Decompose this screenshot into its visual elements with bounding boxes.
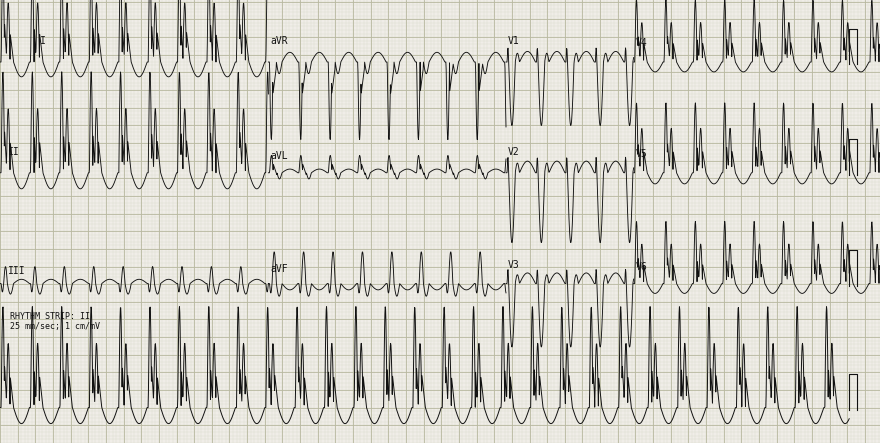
Text: V4: V4 bbox=[635, 38, 648, 48]
Text: II: II bbox=[8, 147, 19, 157]
Text: V3: V3 bbox=[508, 260, 520, 269]
Text: 25 mm/sec; 1 cm/mV: 25 mm/sec; 1 cm/mV bbox=[10, 322, 100, 331]
Text: I: I bbox=[40, 36, 46, 46]
Text: aVF: aVF bbox=[270, 264, 288, 273]
Text: aVL: aVL bbox=[270, 151, 288, 161]
Text: aVR: aVR bbox=[270, 36, 288, 46]
Text: V1: V1 bbox=[508, 36, 520, 46]
Text: V6: V6 bbox=[635, 261, 648, 272]
Text: V2: V2 bbox=[508, 147, 520, 157]
Text: RHYTHM STRIP: II: RHYTHM STRIP: II bbox=[10, 312, 90, 321]
Text: III: III bbox=[8, 265, 26, 276]
Text: V5: V5 bbox=[635, 149, 648, 159]
